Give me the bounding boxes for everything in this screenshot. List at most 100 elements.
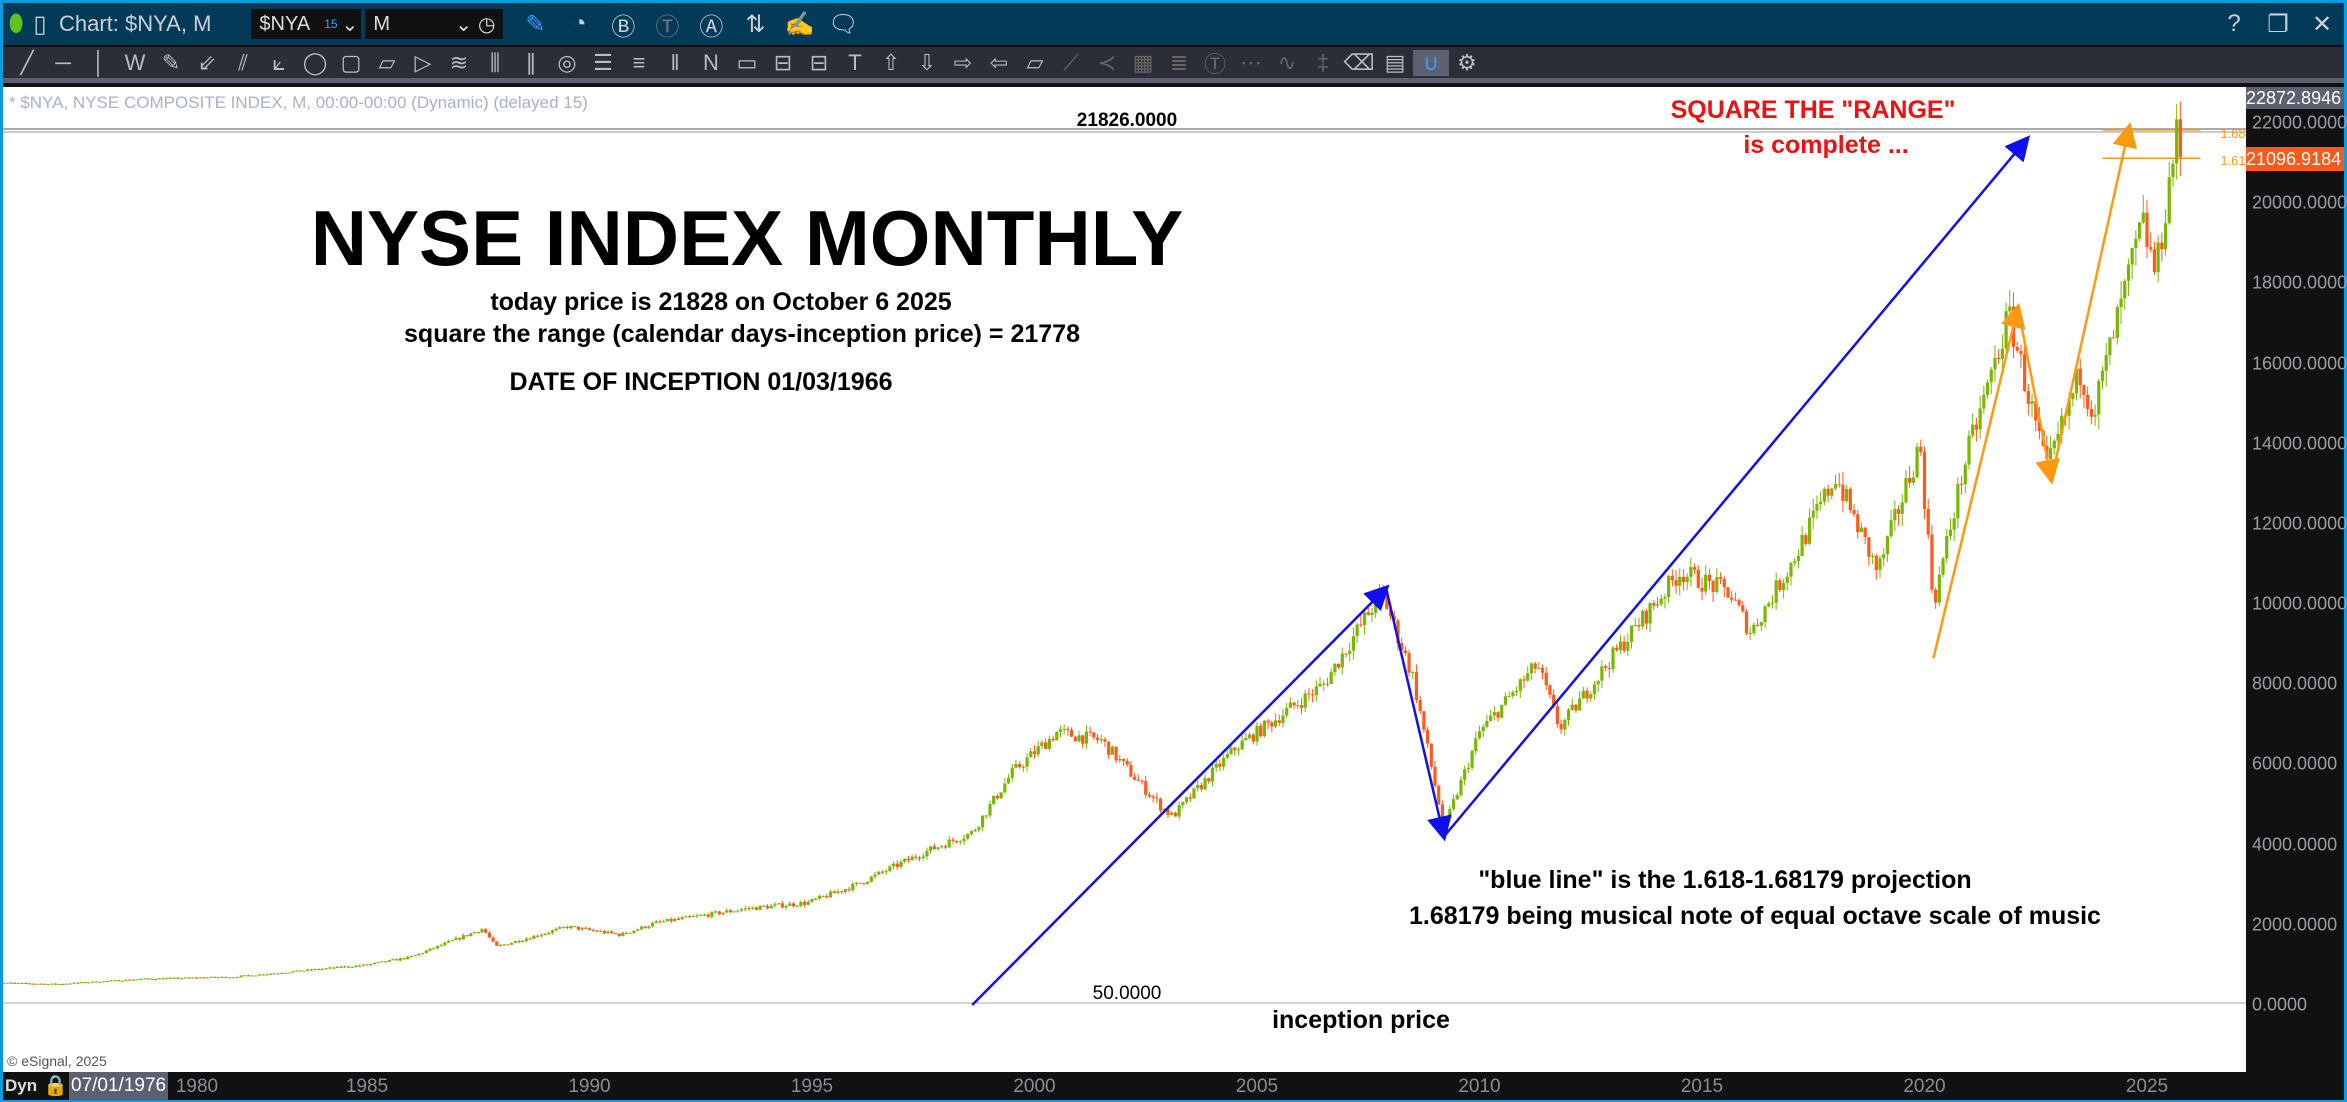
help-icon[interactable]: ?	[2227, 10, 2241, 37]
zigzag-icon[interactable]: W	[124, 49, 146, 75]
n-wave-icon[interactable]: N	[703, 49, 719, 75]
fan-icon[interactable]: ⇙	[197, 49, 217, 75]
rectangle-icon[interactable]: ▢	[340, 49, 362, 75]
pti-icon[interactable]: ⋯	[1240, 49, 1262, 75]
candle	[461, 935, 466, 940]
box-icon[interactable]: ▭	[736, 49, 758, 75]
candle	[53, 983, 58, 985]
grid-icon[interactable]: ▦	[1132, 49, 1154, 75]
eraser-icon[interactable]: ⌫	[1343, 49, 1375, 75]
candle	[1633, 625, 1637, 627]
fib-fan-icon[interactable]: ⟋	[1063, 49, 1079, 75]
chart-plot[interactable]: * $NYA, NYSE COMPOSITE INDEX, M, 00:00-0…	[3, 87, 2246, 1072]
tj-icon[interactable]: Ⓣ	[1203, 51, 1226, 77]
candle	[2030, 401, 2034, 404]
b-circle-icon[interactable]: Ⓑ	[611, 13, 636, 41]
candle	[1407, 653, 1411, 673]
vertical-line-icon[interactable]: │	[92, 49, 106, 75]
note-edit-icon[interactable]: ✍	[784, 10, 815, 38]
candle	[1006, 777, 1011, 784]
candle	[1474, 738, 1478, 752]
candle	[561, 927, 566, 929]
candle	[1081, 735, 1085, 744]
study-icon[interactable]: ◔	[572, 10, 587, 37]
a-circle-icon[interactable]: Ⓐ	[699, 13, 724, 41]
h-lines-2-icon[interactable]: ≡	[632, 49, 646, 75]
level-top-label: 21826.0000	[1076, 110, 1178, 131]
restore-icon[interactable]: ❐	[2267, 10, 2289, 38]
candle	[168, 977, 173, 979]
gann-fan-icon[interactable]: ⟀	[272, 49, 286, 75]
candle	[1418, 699, 1422, 712]
candle	[873, 874, 877, 877]
candle	[769, 905, 773, 909]
callout-icon[interactable]: ▱	[1026, 49, 1044, 75]
candle	[639, 926, 644, 930]
candle	[1956, 483, 1960, 519]
mob-icon[interactable]: ≣	[1169, 49, 1189, 75]
lock-icon[interactable]: 🔒	[43, 1075, 68, 1097]
clock-icon[interactable]: ◷	[477, 13, 496, 36]
candle	[1514, 690, 1519, 693]
candle	[1833, 484, 1838, 489]
candle	[413, 955, 417, 957]
triangle-icon[interactable]: ▷	[414, 49, 432, 75]
interval-select[interactable]: M ⌄ ◷	[365, 9, 504, 39]
pattern-icon[interactable]: ∿	[1277, 49, 1297, 75]
horizontal-line-icon[interactable]: ─	[55, 49, 71, 75]
comment-icon[interactable]: 🗨	[828, 10, 859, 38]
candle	[102, 981, 106, 983]
pitchfork-icon[interactable]: ⫽	[238, 49, 248, 75]
candle	[1247, 734, 1252, 739]
link-green-icon[interactable]: ⬮	[8, 10, 24, 37]
candle	[1314, 686, 1318, 696]
price-axis[interactable]: 22000.0000 20000.0000 18000.0000 16000.0000…	[2246, 87, 2347, 1072]
ellipse-icon[interactable]: ◯	[302, 49, 328, 75]
candle	[1144, 781, 1148, 795]
time-axis[interactable]: Dyn 🔒 07/01/1976 1980 1985 1990 1995 2000 200…	[3, 1072, 2344, 1100]
box-3-icon[interactable]: ⊟	[809, 49, 829, 75]
speed-lines-icon[interactable]: ≺	[1097, 49, 1117, 75]
candle	[654, 921, 658, 924]
candle	[320, 968, 325, 970]
link-grey-icon[interactable]: ▯	[33, 10, 47, 38]
cycle-lines-icon[interactable]: ⫼	[489, 49, 501, 75]
scale-icon[interactable]: ‡	[1316, 49, 1330, 75]
candle	[880, 871, 885, 873]
candle	[2137, 222, 2142, 239]
candle	[992, 795, 996, 805]
line-icon[interactable]: ╱	[20, 49, 34, 75]
arrow-down-icon[interactable]: ⇩	[917, 49, 937, 75]
arrows-icon[interactable]: ⇅	[745, 10, 766, 38]
chevron-down-icon[interactable]: ⌄	[455, 13, 472, 36]
candle	[1170, 812, 1174, 816]
parallelogram-icon[interactable]: ▱	[378, 49, 396, 75]
candle	[31, 983, 35, 985]
candle	[2082, 385, 2086, 395]
candle	[665, 918, 669, 922]
t-circle-icon[interactable]: Ⓣ	[655, 13, 680, 41]
chevron-down-icon[interactable]: ⌄	[341, 13, 359, 36]
candle	[1155, 797, 1159, 799]
parallel-lines-icon[interactable]: ∥	[525, 49, 537, 75]
candle	[995, 795, 1000, 799]
symbol-input[interactable]: $NYA 15 ⌄ ☰	[251, 9, 382, 39]
pencil-icon[interactable]: ✎	[525, 10, 546, 38]
magnet-icon[interactable]: ∪	[1413, 49, 1449, 76]
candle	[491, 937, 495, 942]
h-lines-icon[interactable]: ☰	[593, 49, 613, 75]
arrow-left-icon[interactable]: ⇦	[989, 49, 1009, 75]
settings-icon[interactable]: ⚙	[1457, 49, 1477, 75]
close-icon[interactable]: ✕	[2311, 10, 2333, 38]
arrow-up-icon[interactable]: ⇧	[881, 49, 901, 75]
candle	[795, 905, 799, 907]
pencil-icon[interactable]: ✎	[161, 49, 181, 75]
candle	[2115, 307, 2119, 338]
text-icon[interactable]: T	[848, 49, 862, 75]
comment-icon[interactable]: ▤	[1384, 49, 1406, 75]
circles-icon[interactable]: ◎	[557, 49, 577, 75]
arrow-right-icon[interactable]: ⇨	[953, 49, 973, 75]
box-2-icon[interactable]: ⊟	[773, 49, 793, 75]
channel-icon[interactable]: ≋	[449, 49, 469, 75]
v-lines-icon[interactable]: ‖	[670, 49, 680, 75]
